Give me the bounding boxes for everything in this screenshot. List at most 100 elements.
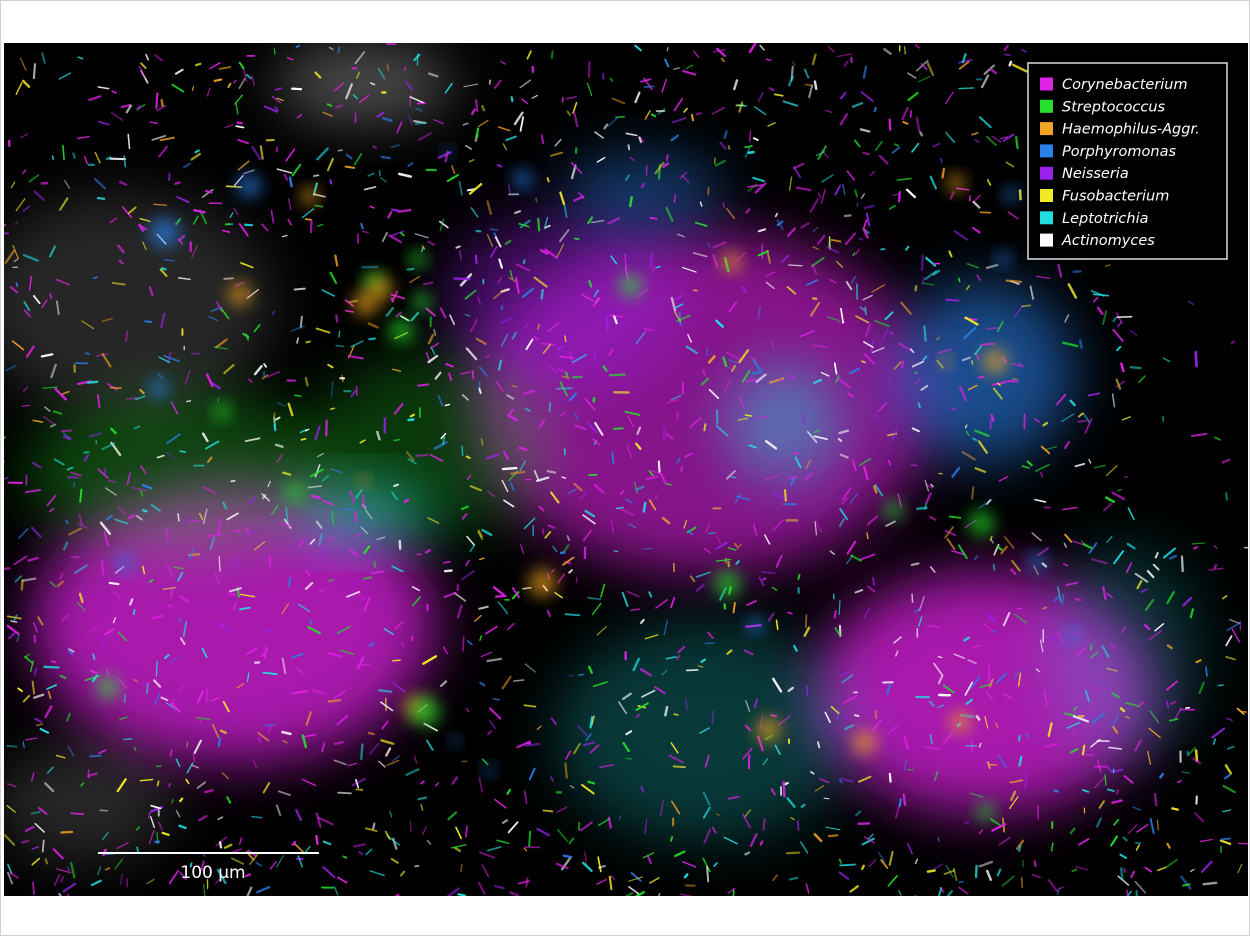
cell [330,510,335,527]
cell [136,515,143,521]
cell [673,713,679,716]
cell [581,783,595,795]
cell [110,111,124,122]
cell [1089,651,1099,659]
cell [744,809,752,818]
cell [333,82,345,92]
cell [550,776,554,782]
cell [524,321,530,329]
cell [549,366,558,374]
cell [793,644,798,652]
cell [915,116,921,133]
cell [1212,738,1217,745]
cell [811,344,828,348]
cell [83,454,90,462]
cell [929,566,936,573]
cell [186,762,194,774]
cell [932,863,944,871]
cell [1046,446,1058,450]
cell [301,778,317,787]
cell [166,563,174,579]
cell [715,319,724,328]
cell [817,192,822,199]
cell [772,519,784,532]
cell [974,345,982,356]
cell [902,793,907,806]
cell [703,423,707,432]
cell [24,309,32,318]
cell [159,268,168,277]
cell [42,386,58,389]
cell [1147,750,1152,765]
cell [676,457,681,464]
colony [96,676,120,699]
cell [846,170,856,181]
cell [700,658,706,663]
cell [383,628,394,636]
cell [55,278,70,286]
cell [1122,836,1128,842]
cell [776,220,784,227]
legend-label: Streptococcus [1062,99,1166,115]
cell [843,715,850,719]
cell [89,669,98,675]
cell [221,229,231,234]
cell [378,760,386,768]
cell [958,385,967,402]
cell [613,315,618,325]
cell [632,657,640,672]
cell [116,841,129,850]
cell [469,544,476,553]
cell [41,839,45,853]
cell [81,320,95,330]
cell [863,341,874,348]
cell [977,440,988,454]
colony [714,570,741,597]
cell [847,392,854,398]
cell [918,616,923,627]
cell [1076,646,1087,656]
cell [874,710,878,720]
cell [88,95,102,102]
cell [1104,496,1116,504]
cell [455,245,461,249]
cell [626,444,633,460]
cell [334,254,339,267]
cell [409,820,412,833]
cell [384,830,391,840]
cell [166,433,181,445]
cell [911,360,925,368]
cell [277,790,291,797]
cell [930,483,934,488]
cell [914,858,919,865]
cell [800,841,809,854]
cell [1195,659,1202,664]
cell [708,388,720,400]
cell [1047,879,1058,892]
cell [568,837,575,845]
cell [765,439,778,450]
cell [836,709,841,720]
colony [1003,187,1019,203]
cell [587,216,594,225]
cell [56,300,60,316]
cell [874,140,883,151]
cell [299,315,303,329]
cell [392,755,401,762]
cell [692,252,708,258]
cell [557,573,566,584]
cell [909,348,915,354]
cell [345,153,353,160]
cell [62,390,70,395]
cell [536,725,542,730]
cell [56,868,72,874]
cell [477,119,489,128]
cell [1016,839,1025,850]
legend-swatch [1040,166,1053,180]
cell [702,791,711,806]
cell [1162,547,1176,559]
cell [276,97,284,102]
cell [53,874,61,886]
cell [6,804,16,813]
cell [120,103,131,109]
